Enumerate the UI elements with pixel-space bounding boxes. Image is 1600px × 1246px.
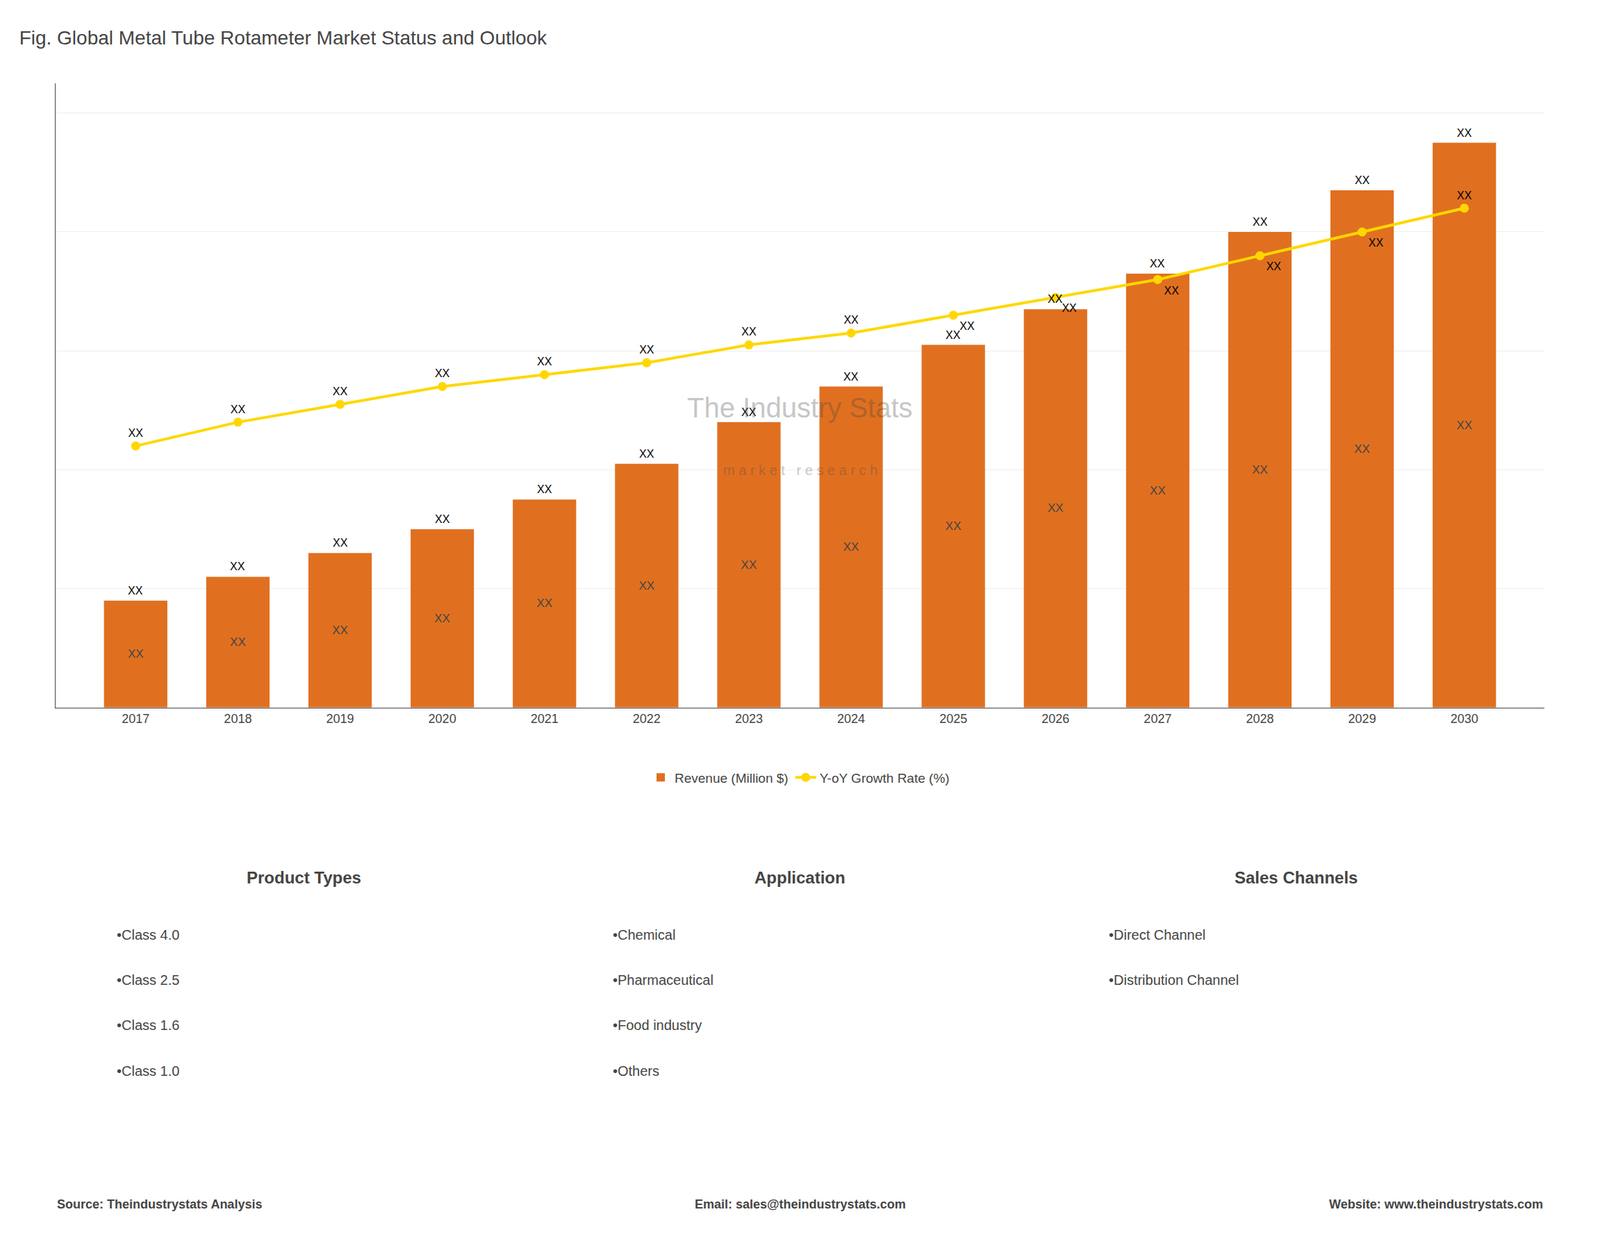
svg-text:Revenue (Million $): Revenue (Million $) <box>674 771 789 786</box>
svg-text:XX: XX <box>639 448 655 460</box>
svg-text:XX: XX <box>1164 284 1180 297</box>
svg-text:m a r k e t r e s e a r c h: m a r k e t r e s e a r c h <box>723 462 878 478</box>
svg-text:Website: www.theindustrystats.: Website: www.theindustrystats.com <box>1329 1197 1544 1212</box>
svg-text:•Class 4.0: •Class 4.0 <box>116 927 180 943</box>
svg-text:XX: XX <box>1252 216 1268 228</box>
svg-text:XX: XX <box>1251 463 1268 477</box>
svg-text:XX: XX <box>229 560 246 573</box>
svg-text:•Class 2.5: •Class 2.5 <box>116 972 180 988</box>
svg-text:2027: 2027 <box>1143 712 1172 727</box>
svg-text:2019: 2019 <box>325 712 354 727</box>
svg-text:2018: 2018 <box>223 712 252 727</box>
svg-text:XX: XX <box>741 558 758 572</box>
svg-text:2021: 2021 <box>530 712 559 727</box>
svg-text:XX: XX <box>127 647 144 661</box>
svg-text:XX: XX <box>1266 260 1282 273</box>
svg-text:XX: XX <box>843 370 859 383</box>
svg-text:Fig. Global Metal Tube Rotamet: Fig. Global Metal Tube Rotameter Market … <box>19 27 548 49</box>
svg-text:XX: XX <box>741 406 757 419</box>
svg-text:2017: 2017 <box>121 712 150 727</box>
svg-text:XX: XX <box>434 513 451 526</box>
svg-text:XX: XX <box>945 329 961 342</box>
svg-text:XX: XX <box>1456 189 1473 202</box>
svg-text:Application: Application <box>754 868 846 888</box>
svg-text:XX: XX <box>332 537 349 549</box>
svg-text:2024: 2024 <box>837 712 865 727</box>
svg-text:2026: 2026 <box>1041 712 1070 727</box>
svg-text:•Class 1.0: •Class 1.0 <box>116 1063 180 1079</box>
svg-text:XX: XX <box>843 540 860 554</box>
svg-text:XX: XX <box>537 483 553 496</box>
svg-text:XX: XX <box>434 367 451 380</box>
svg-text:XX: XX <box>638 579 655 593</box>
svg-text:2028: 2028 <box>1245 712 1274 727</box>
svg-text:Sales Channels: Sales Channels <box>1234 868 1358 888</box>
svg-text:XX: XX <box>434 612 451 626</box>
svg-text:Email: sales@theindustrystats.: Email: sales@theindustrystats.com <box>694 1197 906 1212</box>
svg-text:XX: XX <box>128 427 144 440</box>
svg-text:The Industry Stats: The Industry Stats <box>687 392 913 424</box>
svg-text:2030: 2030 <box>1450 712 1479 727</box>
svg-text:XX: XX <box>945 519 962 533</box>
svg-text:Y-oY Growth Rate (%): Y-oY Growth Rate (%) <box>819 771 950 786</box>
svg-text:XX: XX <box>1149 484 1166 498</box>
svg-text:XX: XX <box>1149 257 1166 270</box>
svg-text:2023: 2023 <box>735 712 763 727</box>
svg-text:•Class 1.6: •Class 1.6 <box>116 1017 180 1034</box>
svg-text:XX: XX <box>1368 236 1384 249</box>
svg-text:2025: 2025 <box>939 712 968 727</box>
svg-text:XX: XX <box>332 385 349 398</box>
svg-text:•Distribution Channel: •Distribution Channel <box>1108 972 1239 988</box>
svg-text:XX: XX <box>127 584 144 597</box>
svg-text:XX: XX <box>537 355 553 368</box>
svg-text:2022: 2022 <box>632 712 661 727</box>
svg-text:XX: XX <box>1047 501 1064 515</box>
svg-text:XX: XX <box>536 596 553 610</box>
svg-text:XX: XX <box>1061 302 1077 315</box>
svg-text:XX: XX <box>639 343 655 356</box>
svg-text:XX: XX <box>959 320 975 333</box>
svg-text:2020: 2020 <box>428 712 457 727</box>
svg-text:•Food industry: •Food industry <box>612 1017 702 1034</box>
svg-text:XX: XX <box>1456 418 1473 433</box>
svg-text:XX: XX <box>1354 174 1371 187</box>
svg-text:•Direct Channel: •Direct Channel <box>1108 927 1206 943</box>
svg-text:XX: XX <box>1354 442 1371 456</box>
svg-text:XX: XX <box>1047 293 1063 305</box>
svg-text:XX: XX <box>1456 127 1473 139</box>
svg-text:XX: XX <box>229 635 246 649</box>
svg-text:Source: Theindustrystats Analy: Source: Theindustrystats Analysis <box>56 1197 262 1212</box>
svg-text:XX: XX <box>230 403 246 416</box>
svg-text:•Chemical: •Chemical <box>612 927 676 943</box>
svg-text:•Pharmaceutical: •Pharmaceutical <box>612 972 714 988</box>
svg-text:XX: XX <box>741 325 757 338</box>
svg-text:XX: XX <box>332 623 349 638</box>
svg-text:Product Types: Product Types <box>246 868 362 888</box>
svg-text:•Others: •Others <box>612 1063 660 1079</box>
svg-text:2029: 2029 <box>1348 712 1377 727</box>
svg-text:XX: XX <box>843 314 859 326</box>
